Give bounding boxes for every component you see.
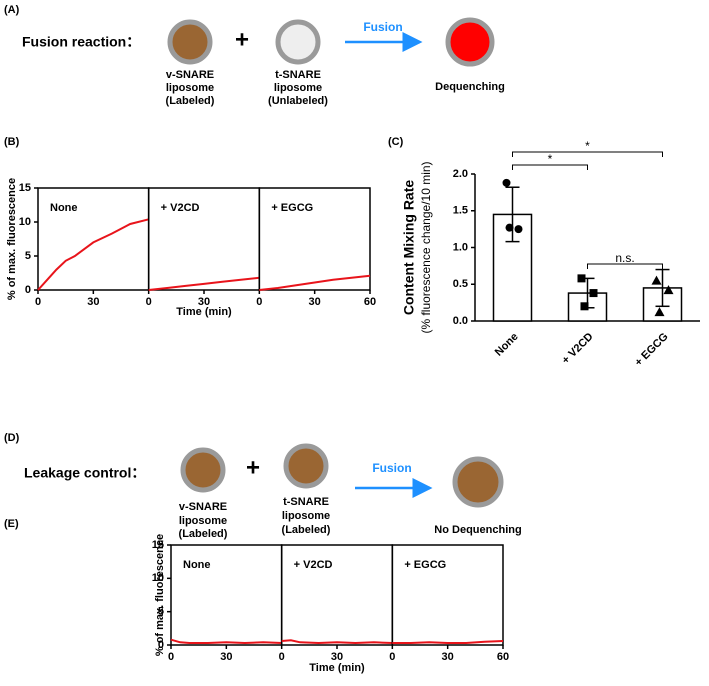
- unlabeled-liposome: [275, 19, 321, 65]
- significance-bracket: [587, 263, 663, 269]
- x-tick-label: 0: [279, 651, 285, 663]
- data-point: [654, 307, 665, 317]
- x-tick-label: None: [493, 331, 521, 359]
- liposome-label: t-SNARE: [283, 496, 329, 508]
- data-line: [281, 639, 393, 645]
- y-tick-label: 1.5: [453, 205, 468, 217]
- x-tick-label: 0: [389, 651, 395, 663]
- diagram-title: Leakage control：: [24, 465, 145, 481]
- data-line: [259, 274, 371, 291]
- y-tick-label: 10: [19, 216, 31, 228]
- panel-label: (B): [4, 136, 20, 148]
- panel-name: + V2CD: [161, 202, 200, 214]
- y-axis-label: Content Mixing Rate: [401, 180, 417, 316]
- diagram-title: Fusion reaction：: [22, 34, 140, 50]
- panel-label: (D): [4, 432, 20, 444]
- x-tick-label: 0: [168, 651, 174, 663]
- panel-name: + EGCG: [271, 202, 313, 214]
- liposome-label: (Labeled): [282, 524, 331, 536]
- liposome-label: t-SNARE: [275, 69, 321, 81]
- panel-name: + EGCG: [404, 559, 446, 571]
- data-point: [663, 285, 674, 295]
- x-tick-label: 30: [87, 296, 99, 308]
- x-tick-label: 30: [220, 651, 232, 663]
- data-point: [502, 178, 511, 187]
- data-line: [392, 640, 504, 644]
- arrow-label: Fusion: [372, 461, 411, 475]
- panel-label: (C): [388, 136, 404, 148]
- panel-name: + V2CD: [294, 559, 333, 571]
- data-point: [580, 302, 589, 311]
- panel-name: None: [50, 202, 78, 214]
- panel-name: None: [183, 559, 211, 571]
- data-point: [651, 275, 662, 285]
- y-tick-label: 0: [25, 284, 31, 296]
- x-tick-label: 60: [497, 651, 509, 663]
- x-tick-label: 30: [198, 296, 210, 308]
- y-tick-label: 15: [152, 539, 164, 551]
- diagram-a: (A) Fusion reaction： + v-SNARE liposome …: [4, 4, 505, 107]
- y-tick-label: 0.5: [453, 278, 468, 290]
- result-label: No Dequenching: [434, 524, 521, 536]
- arrow-label: Fusion: [363, 20, 402, 34]
- y-tick-label: 1.0: [453, 241, 468, 253]
- significance-label: n.s.: [615, 251, 634, 265]
- x-tick-label: 30: [309, 296, 321, 308]
- data-point: [577, 274, 586, 283]
- panel-label: (A): [4, 4, 20, 16]
- plus: +: [246, 454, 260, 481]
- liposome-label: liposome: [166, 82, 214, 94]
- x-axis-label: Time (min): [309, 662, 365, 674]
- liposome-label: liposome: [179, 515, 227, 527]
- y-tick-label: 0.0: [453, 315, 468, 327]
- labeled-liposome: [180, 447, 226, 493]
- liposome-label: liposome: [282, 510, 330, 522]
- x-tick-label: + EGCG: [633, 331, 671, 369]
- y-tick-label: 15: [19, 182, 31, 194]
- y-tick-label: 5: [158, 606, 164, 618]
- labeled-liposome: [283, 443, 329, 489]
- data-line: [170, 638, 282, 645]
- result-label: Dequenching: [435, 81, 505, 93]
- significance-bracket: [512, 151, 663, 157]
- diagram-d: (D) Leakage control： + v-SNARE liposome …: [4, 432, 522, 540]
- liposome-label: (Labeled): [166, 95, 215, 107]
- quenched-liposome: [452, 456, 504, 508]
- y-axis-label: % of max. fluorescence: [154, 534, 166, 656]
- dequenched-liposome: [445, 17, 495, 67]
- x-tick-label: 0: [146, 296, 152, 308]
- x-tick-label: 30: [442, 651, 454, 663]
- data-point: [505, 223, 514, 232]
- y-tick-label: 0: [158, 639, 164, 651]
- x-axis-label: Time (min): [176, 306, 232, 318]
- liposome-label: v-SNARE: [179, 501, 227, 513]
- y-tick-label: 2.0: [453, 168, 468, 180]
- significance-label: *: [585, 139, 590, 153]
- significance-bracket: [512, 164, 588, 170]
- plus: +: [235, 26, 249, 53]
- liposome-label: liposome: [274, 82, 322, 94]
- x-tick-label: 30: [331, 651, 343, 663]
- y-tick-label: 5: [25, 250, 31, 262]
- x-tick-label: 60: [364, 296, 376, 308]
- x-tick-label: 0: [256, 296, 262, 308]
- y-axis-label: % of max. fluorescence: [6, 178, 18, 300]
- data-line: [37, 218, 149, 291]
- significance-label: *: [548, 152, 553, 166]
- liposome-label: v-SNARE: [166, 69, 214, 81]
- labeled-liposome: [167, 19, 213, 65]
- y-axis-label: (% fluorescence change/10 min): [419, 161, 433, 333]
- liposome-label: (Unlabeled): [268, 95, 328, 107]
- y-tick-label: 10: [152, 572, 164, 584]
- data-point: [514, 225, 523, 234]
- panel-label: (E): [4, 518, 19, 530]
- data-line: [148, 276, 260, 291]
- x-tick-label: + V2CD: [560, 331, 596, 367]
- data-point: [589, 289, 598, 298]
- x-tick-label: 0: [35, 296, 41, 308]
- liposome-label: (Labeled): [179, 528, 228, 540]
